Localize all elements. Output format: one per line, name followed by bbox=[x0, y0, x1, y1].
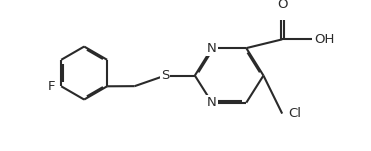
Text: N: N bbox=[207, 96, 217, 109]
Text: OH: OH bbox=[314, 33, 335, 46]
Text: S: S bbox=[161, 69, 170, 82]
Text: O: O bbox=[277, 0, 288, 11]
Text: F: F bbox=[48, 80, 56, 93]
Text: Cl: Cl bbox=[288, 107, 301, 120]
Text: N: N bbox=[207, 42, 217, 55]
